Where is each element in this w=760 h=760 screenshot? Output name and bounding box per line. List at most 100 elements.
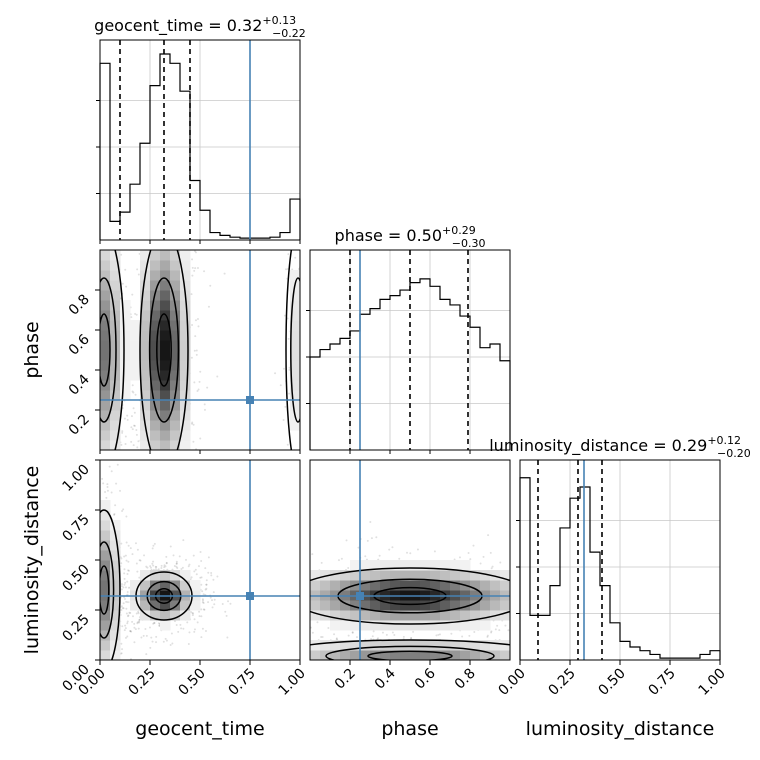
sample-point — [182, 224, 184, 226]
sample-point — [165, 511, 167, 513]
density-cell — [180, 600, 191, 611]
sample-point — [96, 364, 98, 366]
sample-point — [111, 248, 113, 250]
density-cell — [360, 560, 371, 571]
sample-point — [536, 593, 538, 595]
sample-point — [97, 303, 99, 305]
density-cell — [380, 560, 391, 571]
sample-point — [116, 731, 118, 733]
sample-point — [204, 630, 207, 633]
sample-point — [152, 205, 154, 207]
sample-point — [214, 616, 216, 618]
sample-point — [96, 657, 98, 659]
sample-point — [89, 596, 91, 598]
sample-point — [101, 494, 103, 496]
density-cell — [440, 600, 451, 611]
density-cell — [370, 570, 381, 581]
density-cell — [130, 340, 141, 351]
sample-point — [512, 606, 514, 608]
density-cell — [150, 330, 161, 341]
sample-point — [316, 313, 318, 315]
sample-point — [95, 651, 97, 653]
sample-point — [512, 661, 514, 663]
sample-point — [551, 656, 553, 658]
sample-point — [96, 563, 98, 565]
sample-point — [636, 590, 638, 592]
sample-point — [124, 627, 127, 630]
y-tick-label: 0.8 — [66, 292, 93, 319]
sample-point — [107, 200, 109, 202]
sample-point — [282, 367, 285, 370]
sample-point — [287, 253, 290, 256]
density-cell — [440, 650, 451, 660]
sample-point — [84, 505, 86, 507]
sample-point — [88, 615, 90, 617]
sample-point — [151, 109, 153, 111]
density-cell — [470, 640, 481, 651]
sample-point — [97, 581, 99, 583]
sample-point — [98, 580, 100, 582]
histogram-luminosity-distance: luminosity_distance = 0.29+0.12 −0.20 — [489, 434, 751, 661]
density-cell — [440, 560, 451, 571]
sample-point — [127, 544, 130, 547]
sample-point — [460, 661, 462, 663]
sample-point — [555, 629, 557, 631]
sample-point — [98, 489, 100, 491]
contour-line — [114, 250, 125, 450]
sample-point — [222, 657, 224, 659]
sample-point — [447, 661, 449, 663]
sample-point — [96, 374, 98, 376]
sample-point — [203, 270, 206, 273]
sample-point — [642, 622, 644, 624]
density-cell — [180, 370, 191, 381]
sample-point — [134, 393, 137, 396]
sample-point — [200, 560, 203, 563]
sample-point — [175, 623, 178, 626]
density-cell — [100, 400, 111, 411]
sample-point — [181, 452, 183, 454]
sample-point — [192, 213, 194, 215]
density-cell — [170, 280, 181, 291]
density-cell — [410, 570, 421, 581]
sample-point — [191, 208, 193, 210]
sample-point — [163, 457, 165, 459]
density-cell — [160, 330, 171, 341]
sample-point — [99, 737, 101, 739]
density-cell — [440, 580, 451, 591]
sample-point — [154, 168, 156, 170]
sample-point — [128, 611, 131, 614]
sample-point — [97, 591, 99, 593]
sample-point — [95, 568, 97, 570]
sample-point — [110, 457, 112, 459]
sample-point — [200, 583, 203, 586]
sample-point — [87, 410, 89, 412]
sample-point — [67, 336, 69, 338]
sample-point — [198, 380, 201, 383]
density-cell — [420, 610, 431, 621]
density-cell — [160, 350, 171, 361]
sample-point — [121, 430, 124, 433]
sample-point — [153, 205, 155, 207]
density-cell — [170, 410, 181, 421]
sample-point — [190, 576, 193, 579]
density-cell — [450, 640, 461, 651]
density-cell — [190, 600, 201, 611]
x-tick-label: 0.2 — [332, 666, 359, 693]
sample-point — [94, 362, 96, 364]
sample-point — [117, 685, 119, 687]
sample-point — [177, 453, 179, 455]
sample-point — [191, 612, 194, 615]
sample-point — [157, 622, 160, 625]
sample-point — [468, 634, 471, 637]
sample-point — [119, 686, 121, 688]
sample-point — [243, 662, 245, 664]
sample-point — [162, 482, 164, 484]
sample-point — [625, 610, 627, 612]
density-cell — [160, 270, 171, 281]
sample-point — [673, 628, 675, 630]
sample-point — [119, 189, 121, 191]
sample-point — [113, 513, 116, 516]
density-cell — [170, 340, 181, 351]
sample-point — [85, 312, 87, 314]
sample-point — [108, 465, 111, 468]
